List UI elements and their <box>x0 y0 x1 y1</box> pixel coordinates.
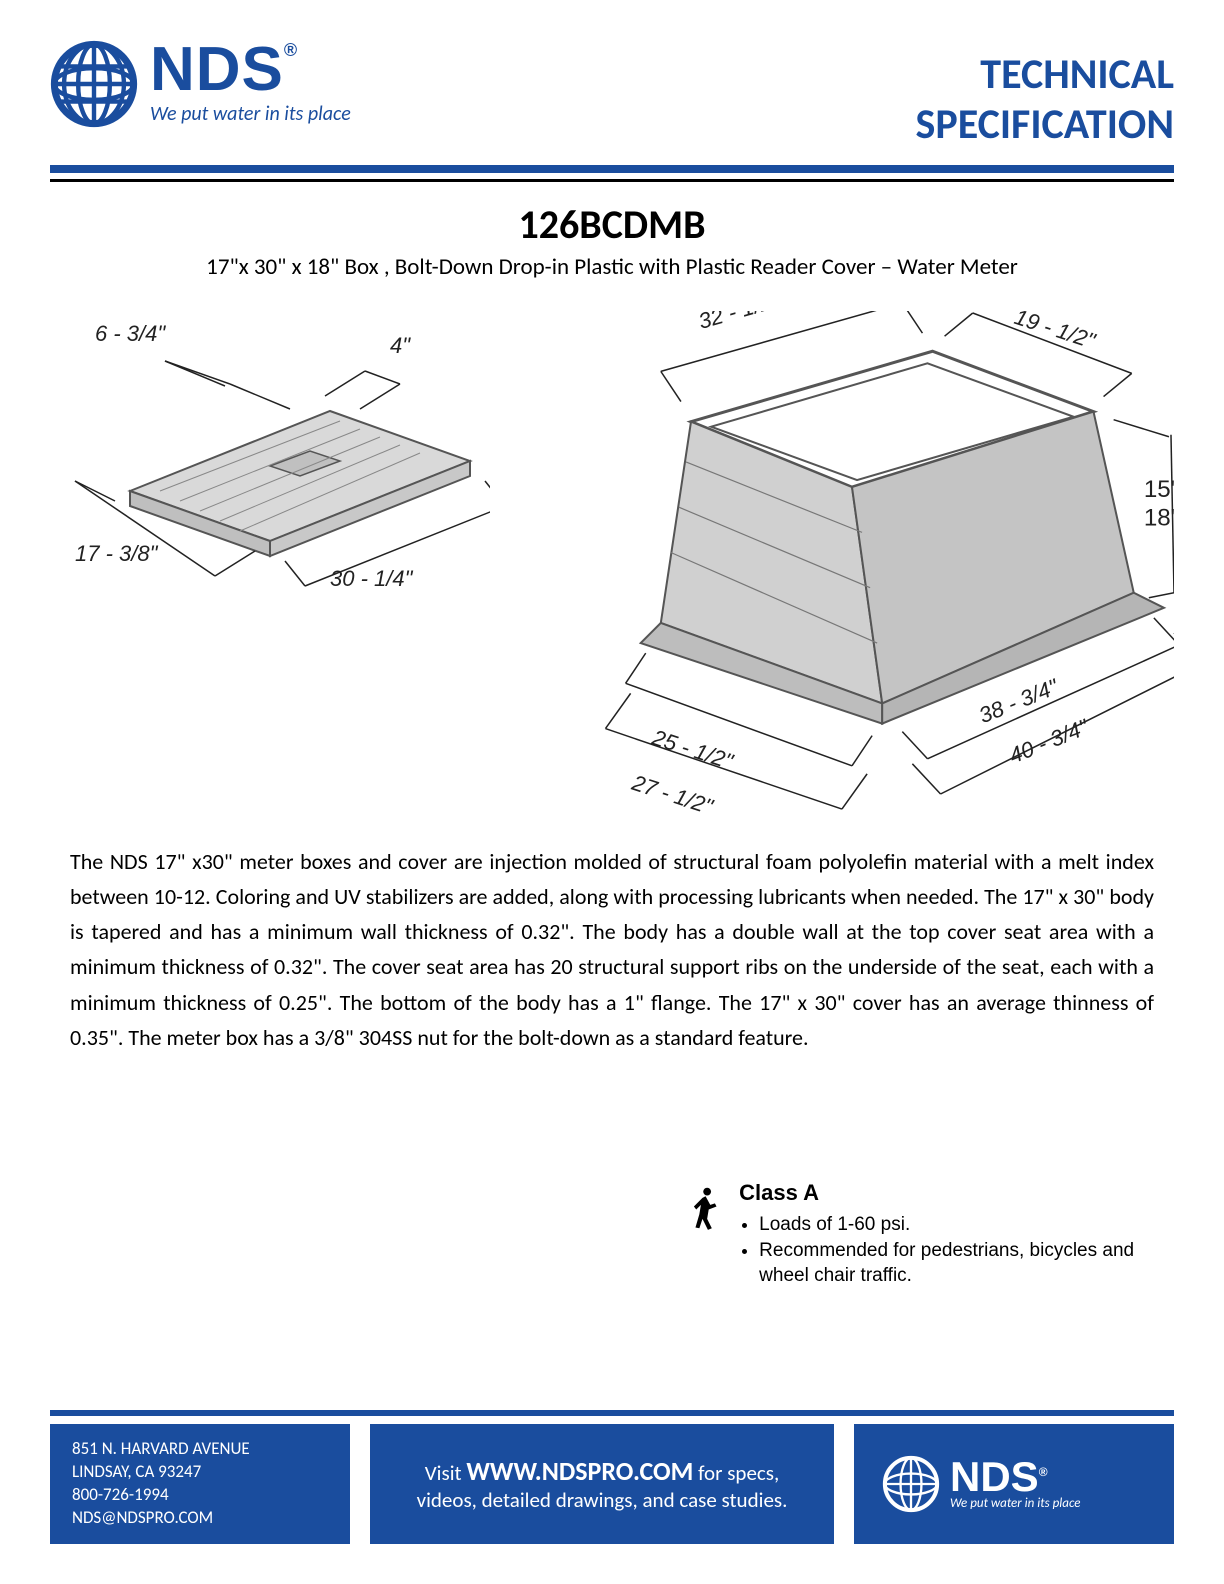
doc-type-line2: SPECIFICATION <box>916 100 1174 150</box>
pedestrian-icon <box>690 1180 721 1236</box>
dim-cover-length: 30 - 1/4" <box>330 566 414 591</box>
visit-prefix: Visit <box>425 1460 467 1486</box>
addr-line4: NDS@NDSPRO.COM <box>72 1507 328 1530</box>
footer: 851 N. HARVARD AVENUE LINDSAY, CA 93247 … <box>50 1424 1174 1544</box>
footer-reg-mark: ® <box>1039 1465 1048 1479</box>
cover-diagram: 6 - 3/4" 4" 17 - 3/8" 30 - 1/4" <box>70 311 490 591</box>
footer-tagline: We put water in its place <box>950 1496 1080 1511</box>
footer-brand-label: NDS <box>950 1453 1039 1500</box>
class-a-bullet1: Loads of 1-60 psi. <box>759 1212 1170 1238</box>
brand-name: NDS® <box>150 42 351 98</box>
dim-outer-base-l: 40 - 3/4" <box>1006 714 1093 769</box>
dim-reader-l: 4" <box>390 333 411 358</box>
footer-rule <box>50 1410 1174 1416</box>
document-type: TECHNICAL SPECIFICATION <box>916 50 1174 151</box>
addr-line2: LINDSAY, CA 93247 <box>72 1461 328 1484</box>
visit-suffix: for specs, <box>693 1460 779 1486</box>
footer-address: 851 N. HARVARD AVENUE LINDSAY, CA 93247 … <box>50 1424 350 1544</box>
header-rule-thin <box>50 179 1174 182</box>
class-a-text: Class A Loads of 1-60 psi. Recommended f… <box>739 1180 1170 1289</box>
diagram-row: 6 - 3/4" 4" 17 - 3/8" 30 - 1/4" <box>0 281 1224 824</box>
logo-text: NDS® We put water in its place <box>150 42 351 126</box>
globe-icon <box>50 40 138 128</box>
footer-logo: NDS® We put water in its place <box>854 1424 1174 1544</box>
dim-reader-w: 6 - 3/4" <box>95 321 166 346</box>
doc-type-line1: TECHNICAL <box>916 50 1174 100</box>
dim-height: 15" or18" <box>1144 476 1174 531</box>
globe-icon-footer <box>882 1455 940 1513</box>
dim-inner-base-l: 38 - 3/4" <box>975 673 1062 728</box>
brand-tagline: We put water in its place <box>150 102 351 126</box>
footer-visit: Visit WWW.NDSPRO.COM for specs, videos, … <box>370 1424 834 1544</box>
dim-outer-base-w: 27 - 1/2" <box>628 769 717 813</box>
box-diagram: 32 - 1/2" 19 - 1/2" 15" or18" 25 - 1/2" … <box>530 311 1174 814</box>
part-description: 17"x 30" x 18" Box , Bolt-Down Drop-in P… <box>50 253 1174 281</box>
header: NDS® We put water in its place TECHNICAL… <box>0 0 1224 151</box>
brand-label: NDS <box>150 35 284 104</box>
footer-brand: NDS® <box>950 1458 1080 1496</box>
class-a-list: Loads of 1-60 psi. Recommended for pedes… <box>759 1212 1170 1289</box>
dim-cover-width: 17 - 3/8" <box>75 541 159 566</box>
footer-brand-text: NDS® We put water in its place <box>950 1458 1080 1511</box>
visit-line2: videos, detailed drawings, and case stud… <box>398 1487 806 1513</box>
class-a-bullet2: Recommended for pedestrians, bicycles an… <box>759 1238 1170 1289</box>
class-a-label: Class A <box>739 1180 1170 1206</box>
dim-inner-base-w: 25 - 1/2" <box>648 724 737 774</box>
dim-top-length: 32 - 1/2" <box>696 311 784 334</box>
reg-mark: ® <box>284 40 298 60</box>
title-block: 126BCDMB 17"x 30" x 18" Box , Bolt-Down … <box>50 200 1174 281</box>
visit-url: WWW.NDSPRO.COM <box>466 1455 693 1487</box>
part-number: 126BCDMB <box>50 200 1174 249</box>
header-rule-blue <box>50 165 1174 173</box>
class-a-block: Class A Loads of 1-60 psi. Recommended f… <box>690 1180 1170 1289</box>
visit-line1: Visit WWW.NDSPRO.COM for specs, <box>398 1455 806 1487</box>
body-paragraph: The NDS 17" x30" meter boxes and cover a… <box>0 824 1224 1055</box>
addr-line3: 800-726-1994 <box>72 1484 328 1507</box>
logo-block: NDS® We put water in its place <box>50 40 351 128</box>
addr-line1: 851 N. HARVARD AVENUE <box>72 1438 328 1461</box>
